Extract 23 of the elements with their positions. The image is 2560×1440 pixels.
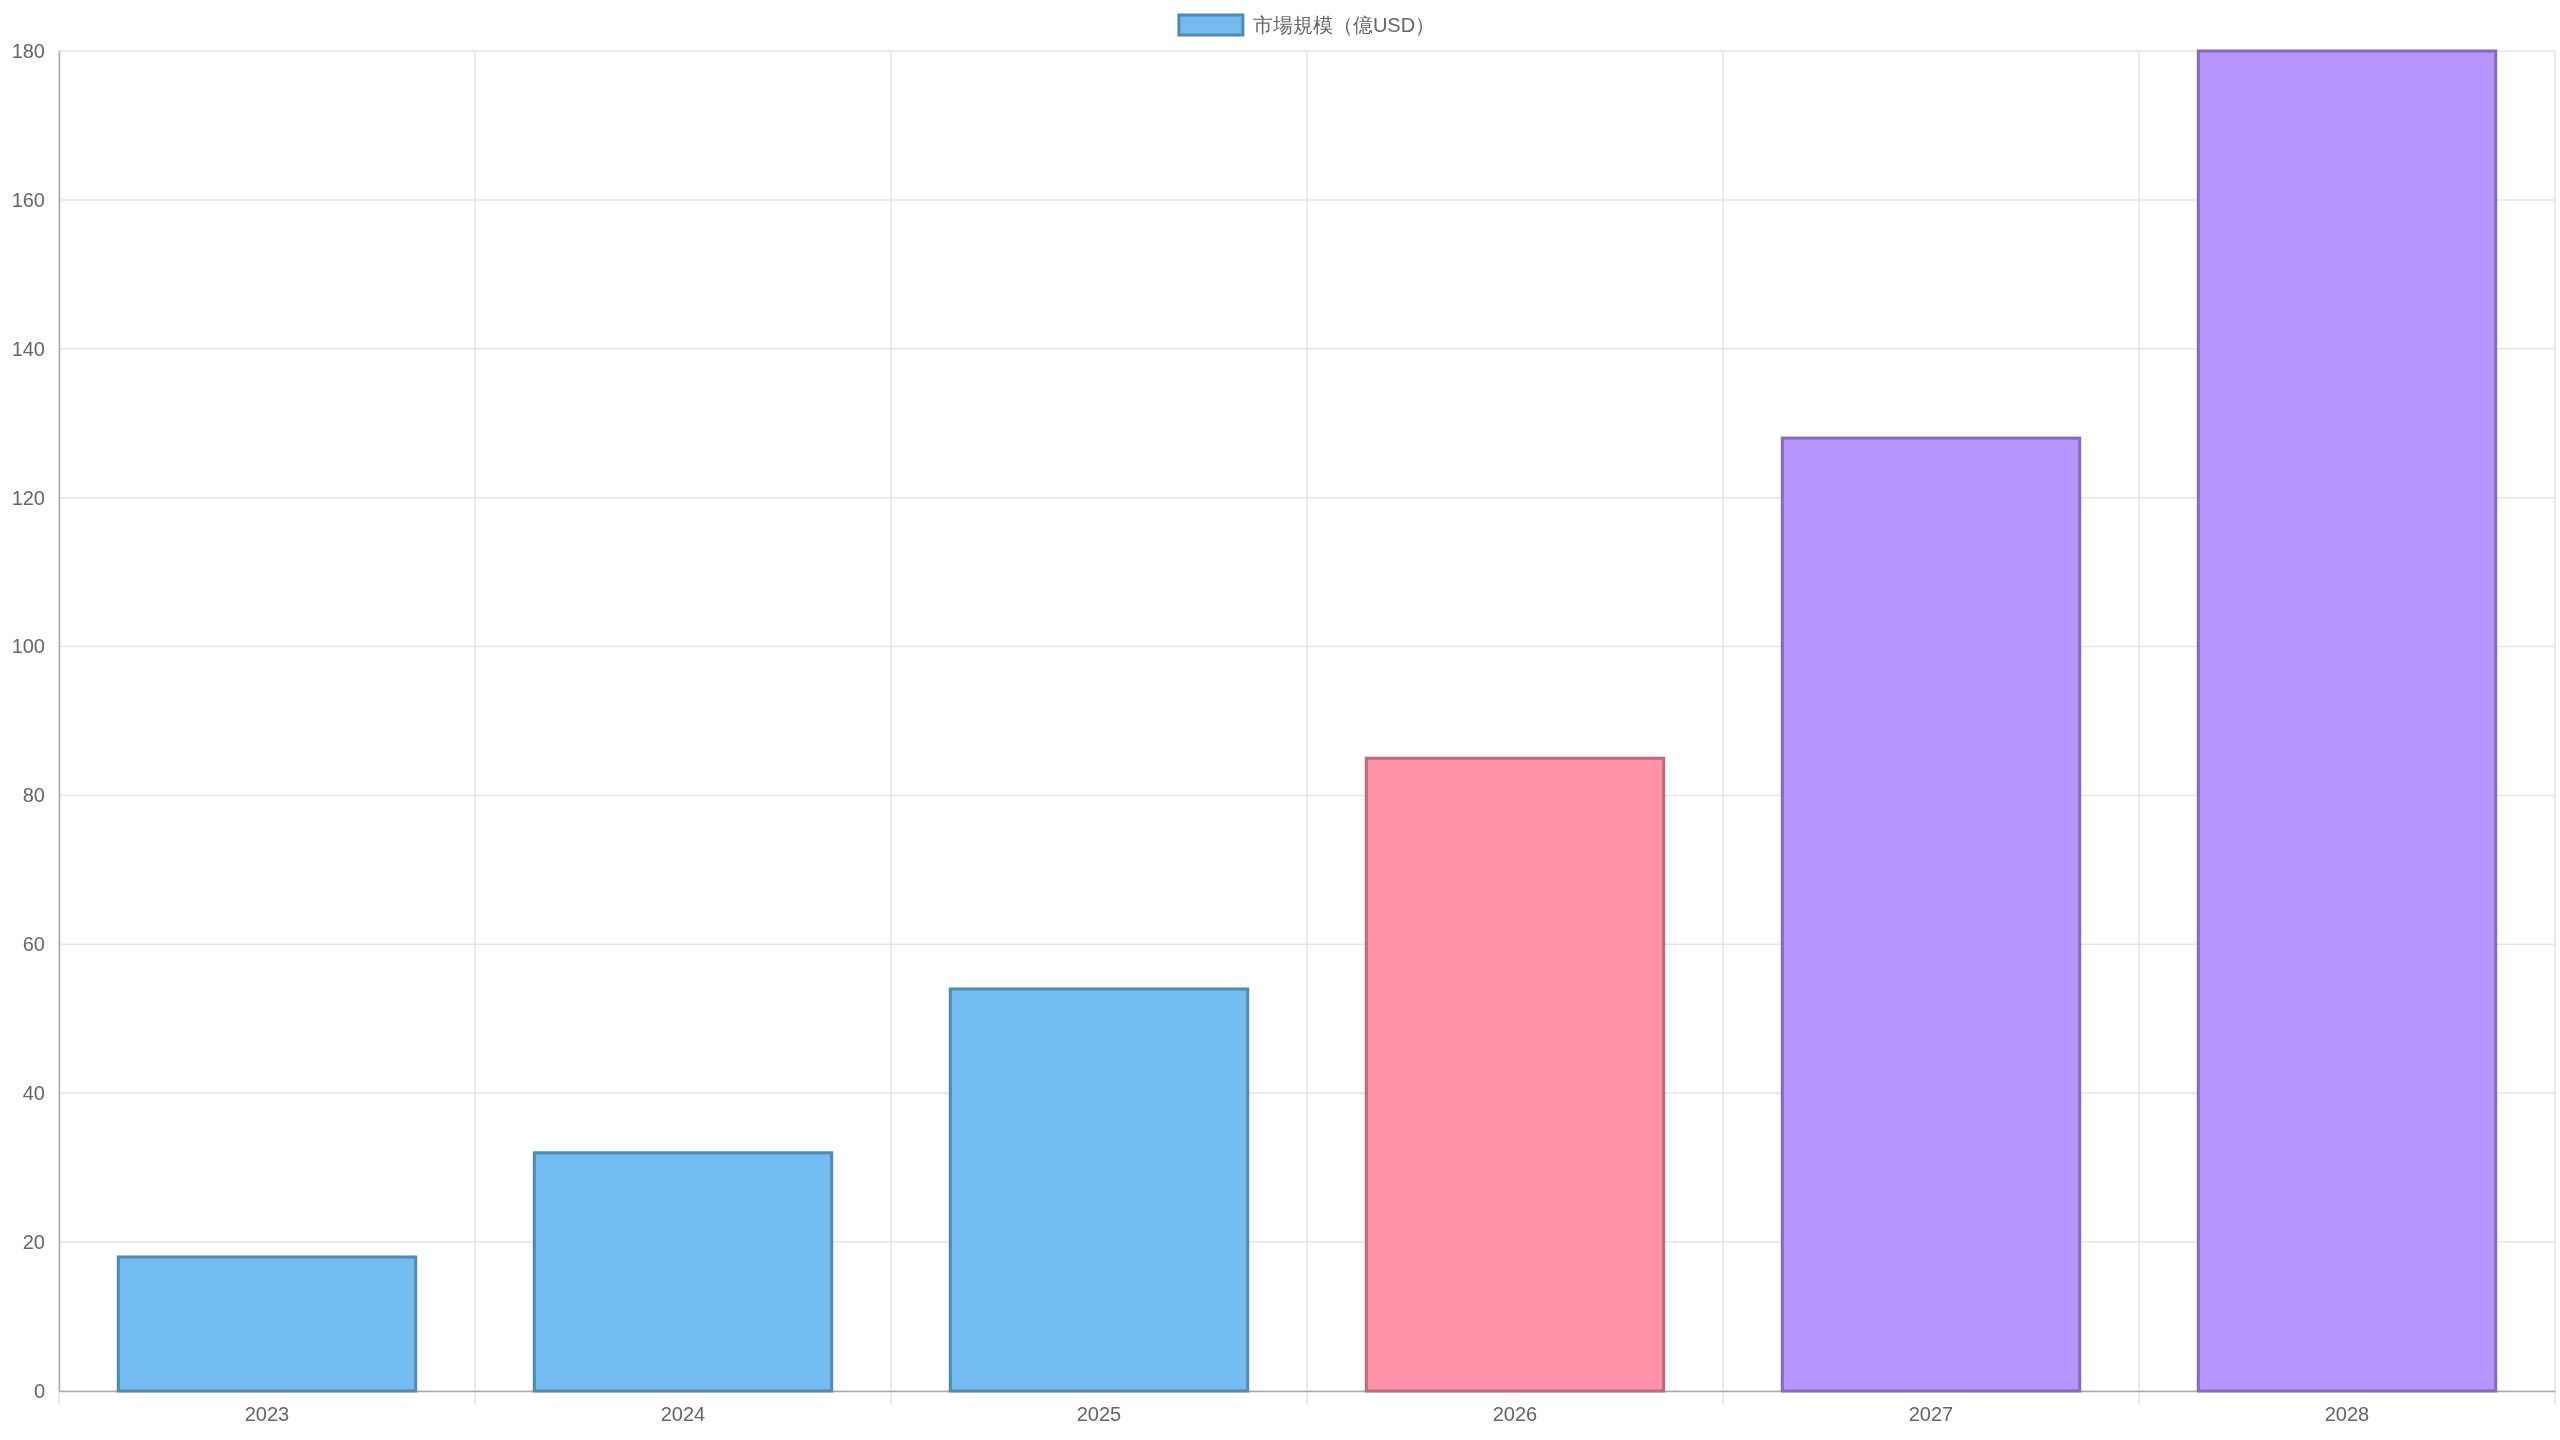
y-tick-label: 160 [11,188,45,211]
y-tick-label: 120 [11,486,45,509]
x-tick-label: 2028 [2324,1403,2370,1426]
x-tick-label: 2024 [660,1403,706,1426]
x-tick-label: 2025 [1076,1403,1122,1426]
bar [532,1151,834,1393]
y-tick-label: 0 [33,1379,45,1402]
x-tick-label: 2023 [244,1403,290,1426]
y-tick-label: 100 [11,635,45,658]
y-tick-label: 80 [22,784,45,807]
bar [116,1255,418,1393]
bar [948,987,1250,1393]
y-tick-label: 40 [22,1082,45,1105]
bar [1780,436,2082,1393]
bar [2196,49,2498,1393]
y-tick-label: 180 [11,39,45,62]
legend-label: 市場規模（億USD） [1252,14,1436,36]
bar [1364,756,1666,1393]
x-tick-label: 2026 [1492,1403,1538,1426]
y-tick-label: 140 [11,337,45,360]
y-tick-label: 60 [22,933,45,956]
x-tick-label: 2027 [1908,1403,1954,1426]
y-tick-label: 20 [22,1231,45,1254]
